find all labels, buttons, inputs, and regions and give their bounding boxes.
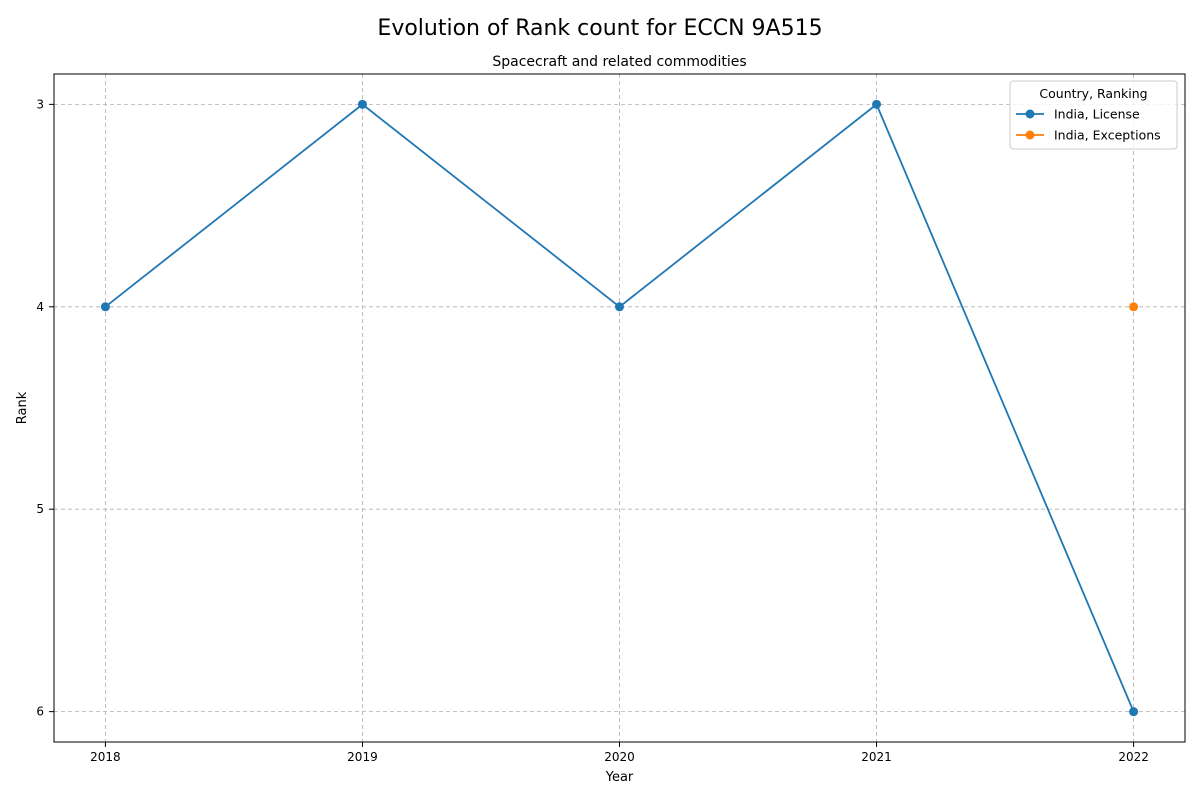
x-axis-ticks: 2018 2019 2020 2021 2022 [90,742,1149,764]
x-tick-label: 2019 [347,750,378,764]
x-tick-label: 2022 [1118,750,1149,764]
x-axis-label: Year [605,770,634,785]
legend-marker [1025,109,1035,119]
data-point [872,99,882,109]
y-axis-label: Rank [15,391,30,424]
data-point [1129,302,1139,312]
y-tick-label: 3 [36,97,44,111]
legend-marker [1025,130,1035,140]
chart-title: Spacecraft and related commodities [492,54,746,70]
series-layer [100,99,1139,717]
y-tick-label: 6 [36,705,44,719]
legend: Country, Ranking India, License India, Ex… [1009,80,1178,150]
y-tick-label: 5 [36,502,44,516]
legend-title: Country, Ranking [1039,86,1147,101]
data-point [615,302,624,312]
y-tick-label: 4 [36,300,44,314]
series-1 [100,99,1139,717]
legend-box [1009,80,1178,150]
x-tick-label: 2018 [90,750,121,764]
data-point [1129,707,1139,717]
legend-entries: India, License India, Exceptions [1016,107,1161,143]
x-tick-label: 2020 [604,750,635,764]
legend-label: India, License [1054,107,1140,122]
y-axis-ticks: 3 4 5 6 [36,97,54,719]
data-point [357,99,367,109]
x-tick-label: 2021 [861,750,892,764]
legend-label: India, Exceptions [1054,128,1161,143]
data-point [100,302,110,312]
series-2 [1129,302,1139,312]
chart-suptitle: Evolution of Rank count for ECCN 9A515 [377,16,822,41]
grid-lines [54,74,1185,742]
